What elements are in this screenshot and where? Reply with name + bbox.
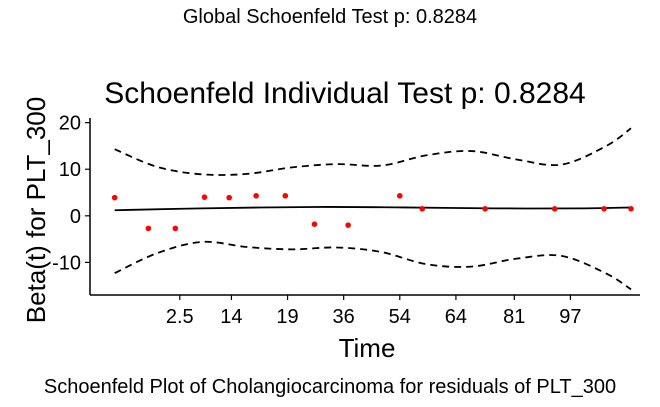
y-tick-label: 0 [70, 206, 81, 228]
upper-ci-line [114, 127, 632, 176]
residual-point [253, 192, 259, 199]
y-tick-label: -10 [52, 252, 81, 274]
y-tick-label: 20 [59, 113, 81, 135]
residual-point [145, 225, 152, 232]
residual-point [111, 194, 118, 201]
fit-line [114, 206, 632, 212]
y-axis-label: Beta(t) for PLT_300 [21, 97, 51, 323]
figure-caption: Schoenfeld Plot of Cholangiocarcinoma fo… [43, 376, 617, 398]
x-tick-label: 36 [333, 306, 355, 328]
residual-point [201, 194, 208, 200]
residual-point [551, 206, 558, 212]
x-tick-label: 81 [503, 306, 525, 328]
chart-title: Schoenfeld Individual Test p: 0.8284 [104, 77, 585, 110]
residual-point [311, 221, 318, 227]
residual-point [482, 206, 488, 212]
points-layer [111, 192, 634, 232]
global-test-title: Global Schoenfeld Test p: 0.8284 [182, 6, 478, 28]
residual-point [601, 206, 607, 212]
residual-point [628, 206, 634, 212]
y-tick-label: 10 [59, 159, 81, 181]
residual-point [419, 206, 426, 212]
x-tick-label: 19 [276, 306, 298, 328]
series-layer [114, 127, 632, 291]
residual-point [226, 194, 232, 201]
x-axis-label: Time [339, 333, 396, 363]
residual-point [172, 225, 179, 232]
x-tick-label: 97 [559, 306, 581, 328]
lower-ci-line [114, 240, 632, 291]
residual-point [282, 192, 289, 199]
x-tick-label: 2.5 [166, 306, 194, 328]
x-tick-label: 14 [220, 306, 242, 328]
residual-point [396, 192, 403, 199]
x-tick-label: 64 [445, 306, 467, 328]
axes: -10 0 10 20 2.5 14 19 36 54 64 81 97 [52, 113, 640, 328]
x-tick-label: 54 [389, 306, 411, 328]
residual-point [345, 222, 351, 228]
